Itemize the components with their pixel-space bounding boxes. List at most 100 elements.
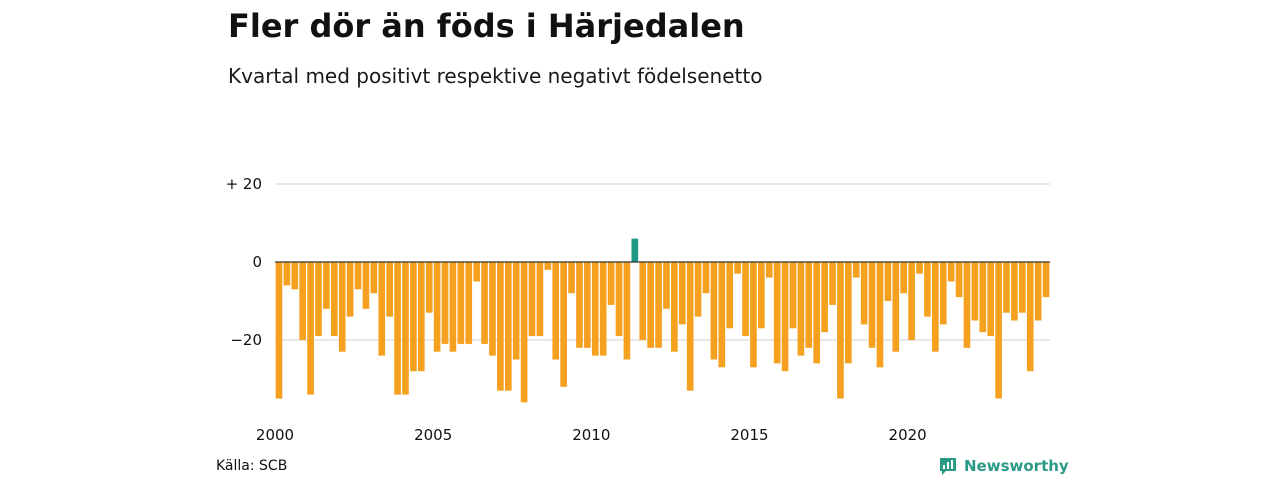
bar [489, 262, 496, 356]
bar [1042, 262, 1050, 298]
bar [1026, 262, 1034, 372]
bar [433, 262, 441, 352]
bar [678, 262, 686, 325]
bar [813, 262, 821, 364]
bar [560, 262, 567, 387]
bar [425, 262, 433, 313]
bar [1011, 262, 1018, 321]
bar [726, 262, 734, 329]
bar [394, 262, 401, 395]
bar [1034, 262, 1042, 321]
bar [520, 262, 528, 403]
x-tick-label: 2000 [256, 426, 294, 444]
bar [1019, 262, 1026, 313]
chart-title: Fler dör än föds i Härjedalen [228, 7, 745, 45]
bar [497, 262, 504, 391]
x-tick-label: 2020 [889, 426, 927, 444]
bar [544, 262, 552, 270]
bar [955, 262, 963, 298]
bar [315, 262, 322, 337]
bar [765, 262, 773, 278]
bar [275, 262, 283, 399]
bar [291, 262, 299, 290]
bar [742, 262, 749, 337]
bar [963, 262, 971, 348]
bar [323, 262, 330, 309]
bar [845, 262, 852, 364]
y-tick-label: −20 [230, 331, 262, 349]
bar [852, 262, 860, 278]
bar [758, 262, 765, 329]
bar [663, 262, 670, 309]
x-tick-label: 2010 [572, 426, 610, 444]
bar [868, 262, 876, 348]
bar [299, 262, 306, 340]
bar [916, 262, 923, 274]
bar [900, 262, 908, 294]
bar [584, 262, 591, 348]
bar [378, 262, 386, 356]
bar [402, 262, 409, 395]
bar [750, 262, 757, 368]
bar [876, 262, 884, 368]
bar [346, 262, 354, 317]
bar [307, 262, 314, 395]
bar [789, 262, 797, 329]
x-tick-label: 2005 [414, 426, 452, 444]
bar [473, 262, 480, 282]
bar [441, 262, 449, 344]
bar [908, 262, 915, 340]
bar [599, 262, 607, 356]
bar [939, 262, 947, 325]
bar [884, 262, 892, 301]
bar [781, 262, 789, 372]
brand-logo: Newsworthy [938, 456, 1069, 476]
x-tick-label: 2015 [730, 426, 768, 444]
bar [1003, 262, 1010, 313]
bar [576, 262, 583, 348]
bar [837, 262, 844, 399]
bar [805, 262, 813, 348]
bar [647, 262, 654, 348]
y-tick-label: 0 [252, 253, 262, 271]
bar [924, 262, 931, 317]
newsworthy-logo-icon [940, 458, 956, 475]
source-note: Källa: SCB [216, 458, 288, 474]
bar [892, 262, 900, 352]
bar [370, 262, 378, 294]
bar [860, 262, 868, 325]
bar [694, 262, 702, 317]
bar [932, 262, 939, 352]
bar [718, 262, 726, 368]
bar [686, 262, 694, 391]
bar [283, 262, 291, 286]
bar [481, 262, 488, 344]
bar [449, 262, 457, 352]
bar [979, 262, 987, 333]
bar [536, 262, 544, 337]
bar [615, 262, 623, 337]
bar [512, 262, 520, 360]
bar [971, 262, 979, 321]
bar [995, 262, 1002, 399]
bar [386, 262, 393, 317]
bar [410, 262, 417, 372]
bar [330, 262, 338, 337]
bar [734, 262, 741, 274]
bar [552, 262, 560, 360]
bar [338, 262, 346, 352]
bar [417, 262, 425, 372]
bar [821, 262, 828, 333]
bar [671, 262, 678, 352]
bar [528, 262, 536, 337]
brand-name: Newsworthy [964, 457, 1069, 475]
bar [623, 262, 631, 360]
bar [829, 262, 836, 305]
bar [702, 262, 710, 294]
bar [457, 262, 465, 344]
bar [591, 262, 599, 356]
bar [354, 262, 362, 290]
bar [607, 262, 615, 305]
bar [947, 262, 955, 282]
